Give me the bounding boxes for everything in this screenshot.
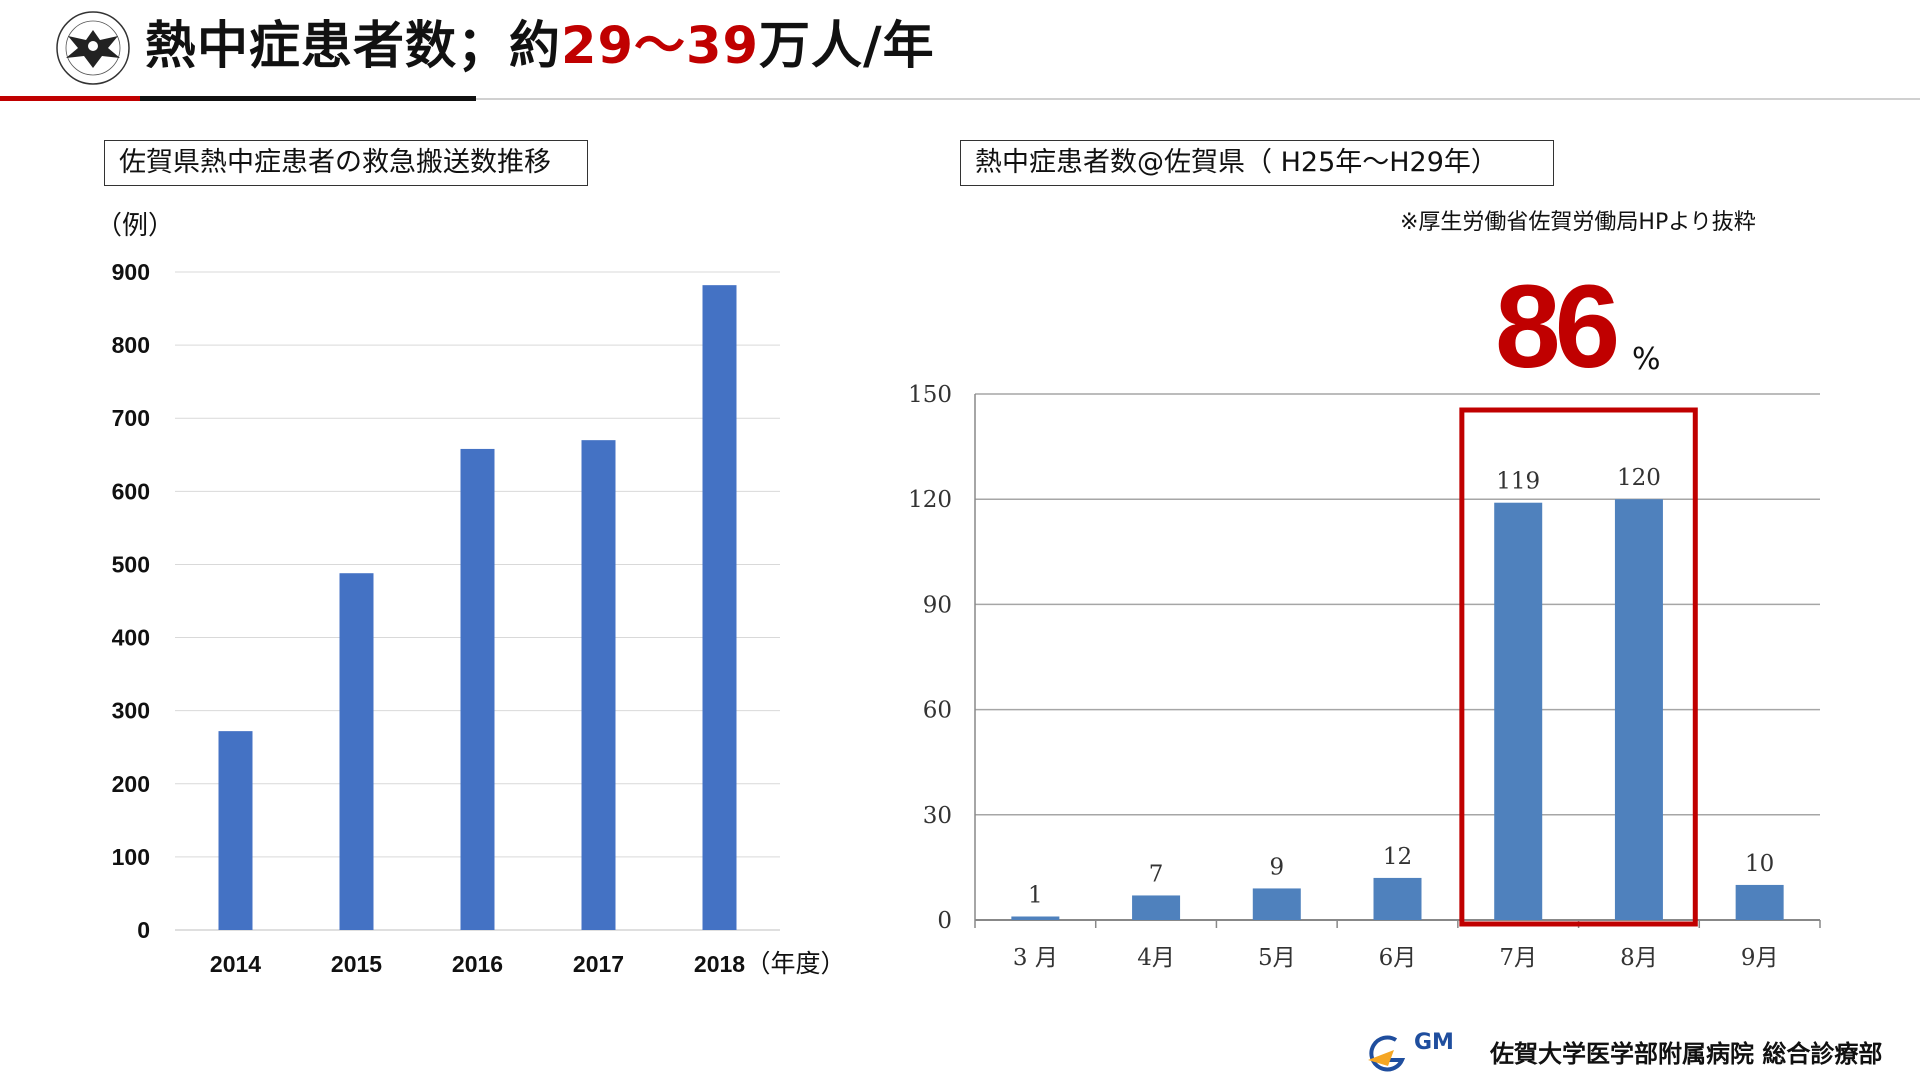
right-x-tick-label: 9月 bbox=[1741, 945, 1779, 971]
right-data-label: 119 bbox=[1496, 469, 1540, 495]
highlight-percentage: 86 % bbox=[1495, 262, 1795, 392]
university-emblem-icon bbox=[56, 11, 130, 85]
right-y-tick-label: 60 bbox=[923, 698, 952, 724]
right-bar bbox=[1494, 502, 1543, 920]
left-bar bbox=[702, 285, 737, 930]
left-y-tick-label: 300 bbox=[112, 698, 150, 724]
right-y-tick-label: 150 bbox=[908, 382, 952, 408]
gm-logo-icon bbox=[1368, 1035, 1406, 1072]
left-x-tick-label: 2014 bbox=[210, 951, 261, 977]
right-x-tick-label: 8月 bbox=[1620, 945, 1658, 971]
left-y-tick-label: 500 bbox=[112, 551, 150, 577]
highlight-value: 86 bbox=[1495, 261, 1620, 393]
right-bar bbox=[1735, 884, 1784, 920]
left-x-tick-label: 2018 bbox=[694, 951, 745, 977]
left-x-unit-label: （年度） bbox=[746, 949, 846, 978]
right-data-label: 7 bbox=[1149, 861, 1164, 887]
right-y-tick-label: 120 bbox=[908, 487, 952, 513]
page-title: 熱中症患者数；約29～39万人/年 bbox=[145, 17, 935, 76]
title-highlight: 29～39 bbox=[561, 17, 759, 76]
left-y-tick-label: 600 bbox=[112, 478, 150, 504]
right-x-tick-label: 7月 bbox=[1499, 945, 1537, 971]
left-bar bbox=[460, 448, 495, 930]
right-x-tick-label: 6月 bbox=[1379, 945, 1417, 971]
left-y-tick-label: 700 bbox=[112, 405, 150, 431]
right-data-label: 12 bbox=[1383, 844, 1412, 870]
right-data-label: 9 bbox=[1269, 854, 1284, 880]
left-x-tick-label: 2015 bbox=[331, 951, 382, 977]
highlight-frame bbox=[1459, 407, 1698, 927]
footer-institution: 佐賀大学医学部附属病院 総合診療部 bbox=[1490, 1040, 1883, 1068]
right-chart-label: 熱中症患者数@佐賀県（ H25年～H29年） bbox=[960, 140, 1554, 186]
header-title-underline bbox=[140, 96, 476, 101]
left-y-tick-label: 0 bbox=[137, 917, 150, 943]
right-bar bbox=[1132, 895, 1181, 920]
right-bar bbox=[1011, 916, 1060, 920]
left-x-tick-label: 2017 bbox=[573, 951, 624, 977]
right-data-label: 120 bbox=[1617, 465, 1661, 491]
left-bar bbox=[218, 731, 253, 930]
left-y-tick-label: 900 bbox=[112, 259, 150, 285]
header-divider bbox=[476, 98, 1920, 100]
right-x-tick-label: 5月 bbox=[1258, 945, 1296, 971]
right-y-tick-label: 0 bbox=[937, 908, 952, 934]
right-data-label: 1 bbox=[1028, 882, 1043, 908]
right-x-tick-label: 3 月 bbox=[1013, 945, 1058, 971]
highlight-symbol: % bbox=[1632, 342, 1661, 377]
right-data-label: 10 bbox=[1745, 851, 1774, 877]
gm-logo-text: GM bbox=[1414, 1030, 1454, 1055]
right-y-tick-label: 90 bbox=[923, 592, 952, 618]
right-x-tick-label: 4月 bbox=[1137, 945, 1175, 971]
right-bar bbox=[1614, 499, 1663, 920]
left-y-tick-label: 200 bbox=[112, 771, 150, 797]
left-chart-unit: （例） bbox=[96, 211, 175, 241]
left-bar bbox=[581, 440, 616, 930]
left-x-tick-label: 2016 bbox=[452, 951, 503, 977]
left-y-tick-label: 100 bbox=[112, 844, 150, 870]
left-chart-label: 佐賀県熱中症患者の救急搬送数推移 bbox=[104, 140, 588, 186]
source-note: ※厚生労働省佐賀労働局HPより抜粋 bbox=[1400, 210, 1756, 235]
right-y-tick-label: 30 bbox=[923, 803, 952, 829]
right-bar bbox=[1373, 877, 1422, 920]
left-bar bbox=[339, 573, 374, 930]
left-y-tick-label: 800 bbox=[112, 332, 150, 358]
left-y-tick-label: 400 bbox=[112, 625, 150, 651]
right-bar bbox=[1252, 888, 1301, 920]
